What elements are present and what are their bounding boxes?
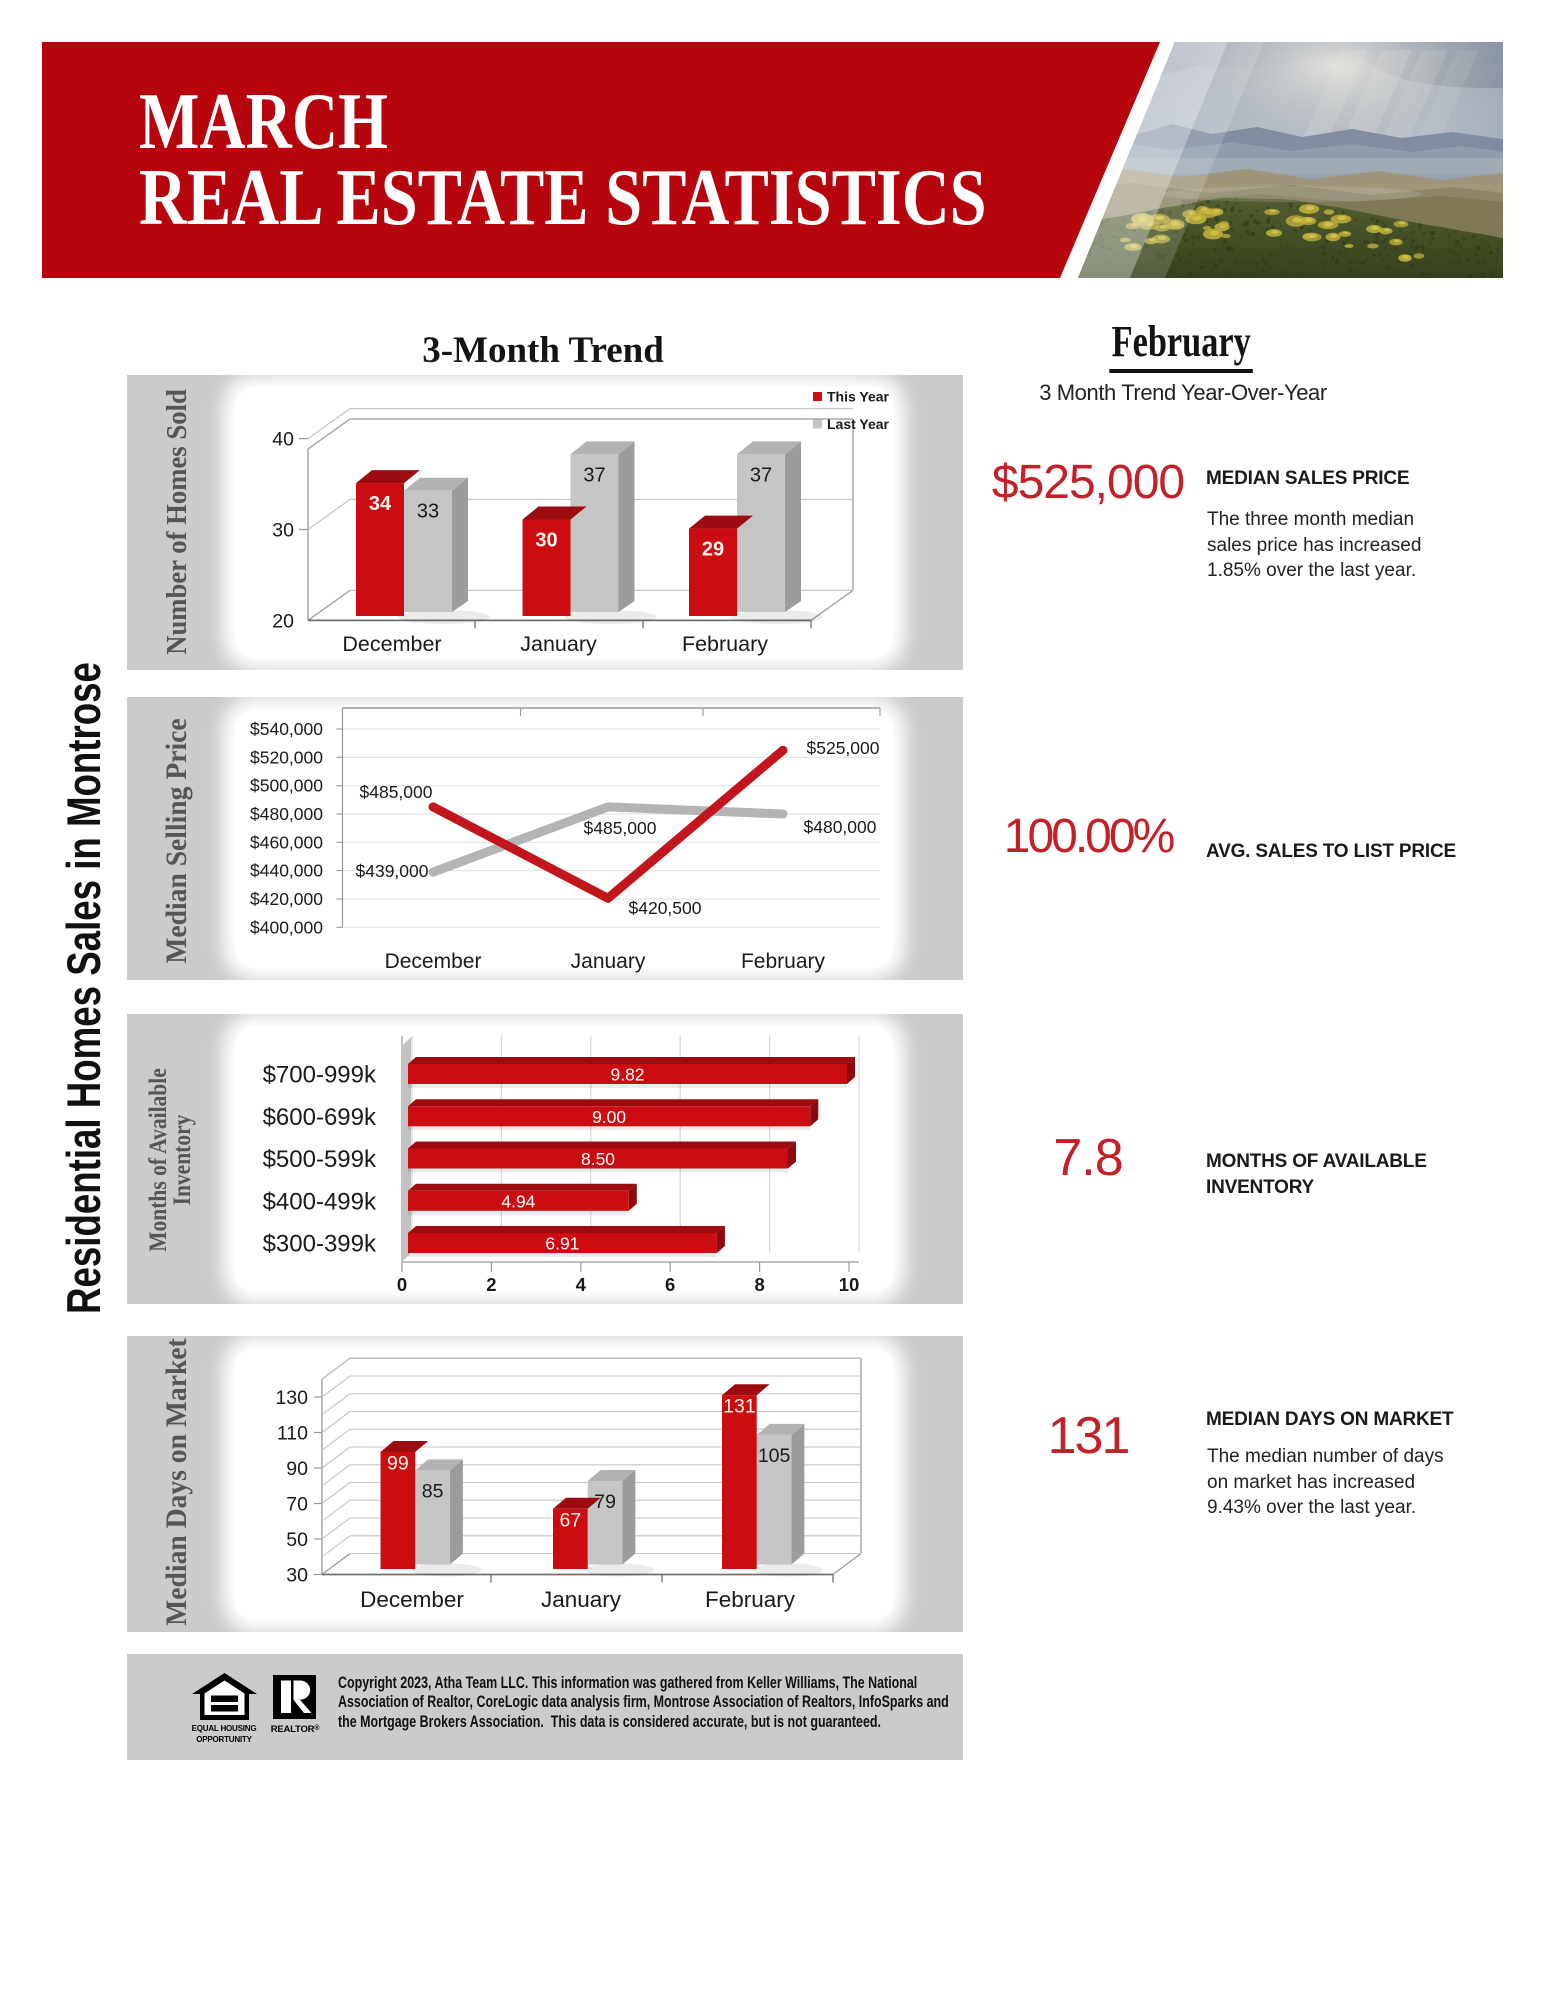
svg-text:$500,000: $500,000 xyxy=(250,776,323,796)
svg-text:$700-999k: $700-999k xyxy=(263,1062,377,1089)
svg-text:90: 90 xyxy=(286,1458,308,1480)
svg-text:131: 131 xyxy=(723,1396,756,1418)
svg-text:29: 29 xyxy=(702,539,724,561)
svg-text:110: 110 xyxy=(277,1423,308,1445)
svg-text:$485,000: $485,000 xyxy=(360,782,433,802)
svg-text:$480,000: $480,000 xyxy=(804,817,877,837)
svg-text:10: 10 xyxy=(839,1274,860,1295)
svg-text:$600-699k: $600-699k xyxy=(263,1104,377,1131)
svg-text:130: 130 xyxy=(275,1387,308,1409)
svg-text:$420,500: $420,500 xyxy=(629,898,702,918)
svg-text:$500-599k: $500-599k xyxy=(263,1146,377,1173)
svg-text:9.00: 9.00 xyxy=(592,1107,626,1127)
svg-text:37: 37 xyxy=(750,464,772,486)
svg-text:January: January xyxy=(571,950,646,973)
svg-text:4.94: 4.94 xyxy=(501,1191,535,1211)
svg-text:$439,000: $439,000 xyxy=(356,861,429,881)
svg-text:30: 30 xyxy=(535,530,557,552)
svg-text:$400-499k: $400-499k xyxy=(263,1188,377,1215)
svg-text:January: January xyxy=(541,1587,622,1612)
svg-text:January: January xyxy=(520,632,597,656)
svg-text:$300-399k: $300-399k xyxy=(263,1231,377,1258)
svg-text:50: 50 xyxy=(286,1529,308,1551)
svg-text:$480,000: $480,000 xyxy=(250,804,323,824)
svg-text:February: February xyxy=(741,950,826,973)
svg-text:33: 33 xyxy=(417,501,439,523)
svg-text:$485,000: $485,000 xyxy=(584,818,657,838)
svg-text:$420,000: $420,000 xyxy=(250,889,323,909)
svg-text:34: 34 xyxy=(369,493,392,515)
svg-text:$460,000: $460,000 xyxy=(250,832,323,852)
svg-text:Last Year: Last Year xyxy=(827,416,890,432)
svg-text:99: 99 xyxy=(387,1453,409,1475)
svg-text:December: December xyxy=(385,950,482,973)
svg-text:$440,000: $440,000 xyxy=(250,861,323,881)
svg-text:2: 2 xyxy=(486,1274,496,1295)
svg-text:$525,000: $525,000 xyxy=(807,738,880,758)
svg-text:4: 4 xyxy=(576,1274,587,1295)
svg-text:$400,000: $400,000 xyxy=(250,917,323,937)
svg-text:30: 30 xyxy=(272,520,294,542)
svg-text:$520,000: $520,000 xyxy=(250,747,323,767)
svg-text:8.50: 8.50 xyxy=(581,1149,615,1169)
svg-text:December: December xyxy=(342,632,441,656)
svg-text:6.91: 6.91 xyxy=(545,1234,579,1254)
svg-text:37: 37 xyxy=(583,464,605,486)
svg-text:9.82: 9.82 xyxy=(610,1065,644,1085)
svg-text:20: 20 xyxy=(272,610,294,632)
svg-text:30: 30 xyxy=(286,1565,308,1587)
svg-text:85: 85 xyxy=(422,1480,444,1502)
svg-text:67: 67 xyxy=(560,1509,582,1531)
svg-text:105: 105 xyxy=(758,1445,791,1467)
svg-text:0: 0 xyxy=(397,1274,407,1295)
svg-text:8: 8 xyxy=(754,1274,764,1295)
svg-text:6: 6 xyxy=(665,1274,675,1295)
svg-text:February: February xyxy=(682,632,768,656)
svg-text:70: 70 xyxy=(286,1494,308,1516)
svg-text:40: 40 xyxy=(272,429,294,451)
svg-text:This Year: This Year xyxy=(827,389,890,405)
svg-text:December: December xyxy=(360,1587,464,1612)
svg-text:$540,000: $540,000 xyxy=(250,719,323,739)
svg-text:79: 79 xyxy=(594,1491,616,1513)
svg-text:February: February xyxy=(705,1587,796,1612)
